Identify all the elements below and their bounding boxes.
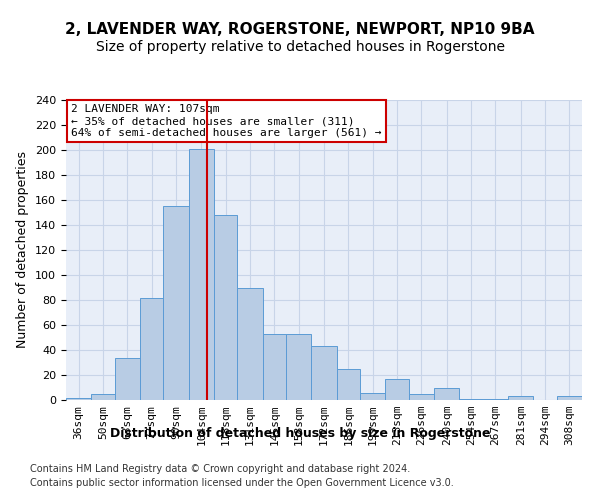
Bar	[286, 334, 311, 400]
Bar	[360, 392, 385, 400]
Bar	[188, 149, 214, 400]
Bar	[140, 298, 163, 400]
Bar	[409, 394, 434, 400]
Bar	[214, 215, 238, 400]
Bar	[483, 399, 508, 400]
Bar	[263, 334, 286, 400]
Bar	[337, 369, 360, 400]
Bar	[238, 288, 263, 400]
Text: Distribution of detached houses by size in Rogerstone: Distribution of detached houses by size …	[110, 428, 490, 440]
Bar	[311, 346, 337, 400]
Y-axis label: Number of detached properties: Number of detached properties	[16, 152, 29, 348]
Text: 2 LAVENDER WAY: 107sqm
← 35% of detached houses are smaller (311)
64% of semi-de: 2 LAVENDER WAY: 107sqm ← 35% of detached…	[71, 104, 382, 138]
Bar	[115, 358, 140, 400]
Text: Contains HM Land Registry data © Crown copyright and database right 2024.: Contains HM Land Registry data © Crown c…	[30, 464, 410, 474]
Bar	[163, 206, 188, 400]
Bar	[557, 396, 582, 400]
Bar	[91, 394, 115, 400]
Text: 2, LAVENDER WAY, ROGERSTONE, NEWPORT, NP10 9BA: 2, LAVENDER WAY, ROGERSTONE, NEWPORT, NP…	[65, 22, 535, 38]
Bar	[460, 399, 483, 400]
Bar	[66, 398, 91, 400]
Bar	[385, 379, 409, 400]
Bar	[508, 396, 533, 400]
Text: Contains public sector information licensed under the Open Government Licence v3: Contains public sector information licen…	[30, 478, 454, 488]
Bar	[434, 388, 460, 400]
Text: Size of property relative to detached houses in Rogerstone: Size of property relative to detached ho…	[95, 40, 505, 54]
